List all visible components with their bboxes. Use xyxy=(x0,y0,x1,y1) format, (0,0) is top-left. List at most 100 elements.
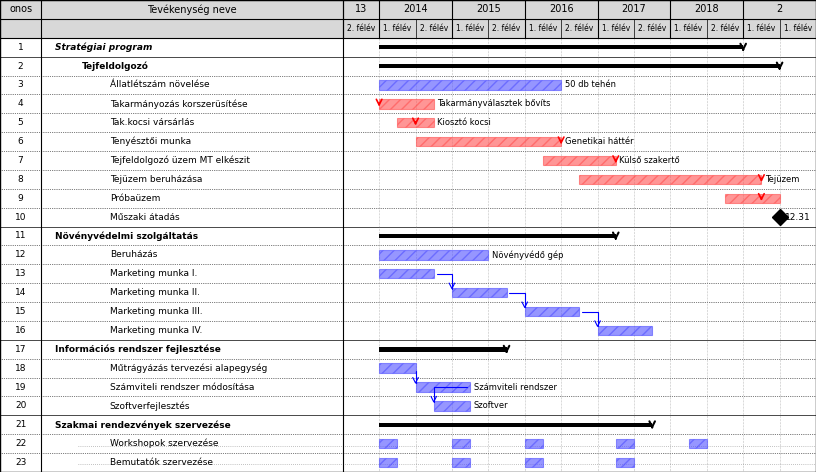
Text: 8: 8 xyxy=(18,175,24,184)
Text: Tejfeldolgozó: Tejfeldolgozó xyxy=(82,61,149,71)
Bar xyxy=(379,234,616,238)
Bar xyxy=(379,80,561,90)
Text: 2. félév: 2. félév xyxy=(347,24,375,33)
Text: Tak.kocsi vársárlás: Tak.kocsi vársárlás xyxy=(109,118,194,127)
Text: 1. félév: 1. félév xyxy=(384,24,411,33)
Bar xyxy=(616,458,634,467)
Text: 1. félév: 1. félév xyxy=(747,24,775,33)
Text: 1. félév: 1. félév xyxy=(456,24,484,33)
Bar xyxy=(379,269,434,278)
Text: 20: 20 xyxy=(15,401,26,411)
Text: Stratégiai program: Stratégiai program xyxy=(55,42,153,52)
Text: Takarmányozás korszerüsítése: Takarmányozás korszerüsítése xyxy=(109,99,247,109)
Text: Tenyésztői munka: Tenyésztői munka xyxy=(109,137,191,146)
Text: 2014: 2014 xyxy=(403,4,428,15)
Text: Tejfeldolgozó üzem MT elkészit: Tejfeldolgozó üzem MT elkészit xyxy=(109,156,250,165)
Text: 2015: 2015 xyxy=(476,4,501,15)
Text: 18: 18 xyxy=(15,363,26,373)
Text: Állatlétszám növelése: Állatlétszám növelése xyxy=(109,80,209,90)
Text: 7: 7 xyxy=(18,156,24,165)
Bar xyxy=(434,401,470,411)
Text: 12: 12 xyxy=(15,250,26,260)
Text: 16: 16 xyxy=(15,326,26,335)
Text: Genetikai háttér: Genetikai háttér xyxy=(565,137,633,146)
Text: Marketing munka I.: Marketing munka I. xyxy=(109,269,197,278)
Text: 11: 11 xyxy=(15,231,26,241)
Text: Számviteli rendszer: Számviteli rendszer xyxy=(474,382,557,392)
Bar xyxy=(379,64,779,68)
Text: 2. félév: 2. félév xyxy=(565,24,593,33)
Text: 9: 9 xyxy=(18,194,24,203)
Bar xyxy=(379,99,434,109)
Text: 17: 17 xyxy=(15,345,26,354)
Text: 1. félév: 1. félév xyxy=(601,24,630,33)
Bar xyxy=(452,288,507,297)
Bar xyxy=(525,458,543,467)
Text: Műszaki átadás: Műszaki átadás xyxy=(109,212,180,222)
Text: 50 db tehén: 50 db tehén xyxy=(565,80,616,90)
Bar xyxy=(379,422,652,427)
Text: Szoftverfejlesztés: Szoftverfejlesztés xyxy=(109,401,190,411)
Text: 2016: 2016 xyxy=(549,4,574,15)
Text: 2. félév: 2. félév xyxy=(711,24,739,33)
Bar xyxy=(379,458,397,467)
Text: 3: 3 xyxy=(18,80,24,90)
Text: 21: 21 xyxy=(15,420,26,430)
Text: Próbaüzem: Próbaüzem xyxy=(109,194,160,203)
Text: 2: 2 xyxy=(777,4,783,15)
Text: 2017: 2017 xyxy=(622,4,646,15)
Text: 1. félév: 1. félév xyxy=(675,24,703,33)
Bar xyxy=(379,363,415,373)
Bar xyxy=(525,307,579,316)
Text: Beruházás: Beruházás xyxy=(109,250,157,260)
Text: 13: 13 xyxy=(355,4,367,15)
Bar xyxy=(415,137,561,146)
Text: 5: 5 xyxy=(18,118,24,127)
Text: 10: 10 xyxy=(15,212,26,222)
Bar xyxy=(415,382,470,392)
Text: 14: 14 xyxy=(15,288,26,297)
Text: Szakmai rendezvények szervezése: Szakmai rendezvények szervezése xyxy=(55,420,231,430)
Text: 15: 15 xyxy=(15,307,26,316)
Text: Bemutatók szervezése: Bemutatók szervezése xyxy=(109,458,213,467)
Bar xyxy=(525,439,543,448)
Text: 2018: 2018 xyxy=(694,4,719,15)
Bar xyxy=(689,439,707,448)
Text: Marketing munka IV.: Marketing munka IV. xyxy=(109,326,202,335)
Bar xyxy=(379,439,397,448)
Bar xyxy=(579,175,761,184)
Text: 23: 23 xyxy=(15,458,26,467)
Text: Műtrágyázás tervezési alapegység: Műtrágyázás tervezési alapegység xyxy=(109,363,267,373)
Text: 22: 22 xyxy=(15,439,26,448)
Bar xyxy=(397,118,434,127)
Bar xyxy=(597,326,652,335)
Text: Tejüzem: Tejüzem xyxy=(765,175,800,184)
Text: 1. félév: 1. félév xyxy=(783,24,812,33)
Text: 6: 6 xyxy=(18,137,24,146)
Bar xyxy=(725,194,779,203)
Text: Tevékenység neve: Tevékenység neve xyxy=(147,4,237,15)
Text: 2. félév: 2. félév xyxy=(492,24,521,33)
Text: Takarmányválasztek bővíts: Takarmányválasztek bővíts xyxy=(437,99,551,109)
Text: 2: 2 xyxy=(18,61,24,71)
Text: 19: 19 xyxy=(15,382,26,392)
Text: Workshopok szervezése: Workshopok szervezése xyxy=(109,439,218,448)
Text: Számviteli rendszer módosítása: Számviteli rendszer módosítása xyxy=(109,382,254,392)
Bar xyxy=(379,45,743,50)
Text: Kiosztó kocsi: Kiosztó kocsi xyxy=(437,118,491,127)
Bar xyxy=(379,347,507,352)
Text: 12.31: 12.31 xyxy=(785,212,811,222)
Text: Külső szakertő: Külső szakertő xyxy=(619,156,680,165)
Text: Marketing munka III.: Marketing munka III. xyxy=(109,307,202,316)
Text: Információs rendszer fejlesztése: Információs rendszer fejlesztése xyxy=(55,345,220,354)
Text: 13: 13 xyxy=(15,269,26,278)
Text: 2. félév: 2. félév xyxy=(419,24,448,33)
Bar xyxy=(0,0,816,38)
Text: 1. félév: 1. félév xyxy=(529,24,557,33)
Bar xyxy=(543,156,616,165)
Text: 2. félév: 2. félév xyxy=(638,24,667,33)
Text: onos: onos xyxy=(9,4,32,15)
Bar xyxy=(616,439,634,448)
Text: Növényvédelmi szolgáltatás: Növényvédelmi szolgáltatás xyxy=(55,231,198,241)
Text: Szoftver: Szoftver xyxy=(474,401,508,411)
